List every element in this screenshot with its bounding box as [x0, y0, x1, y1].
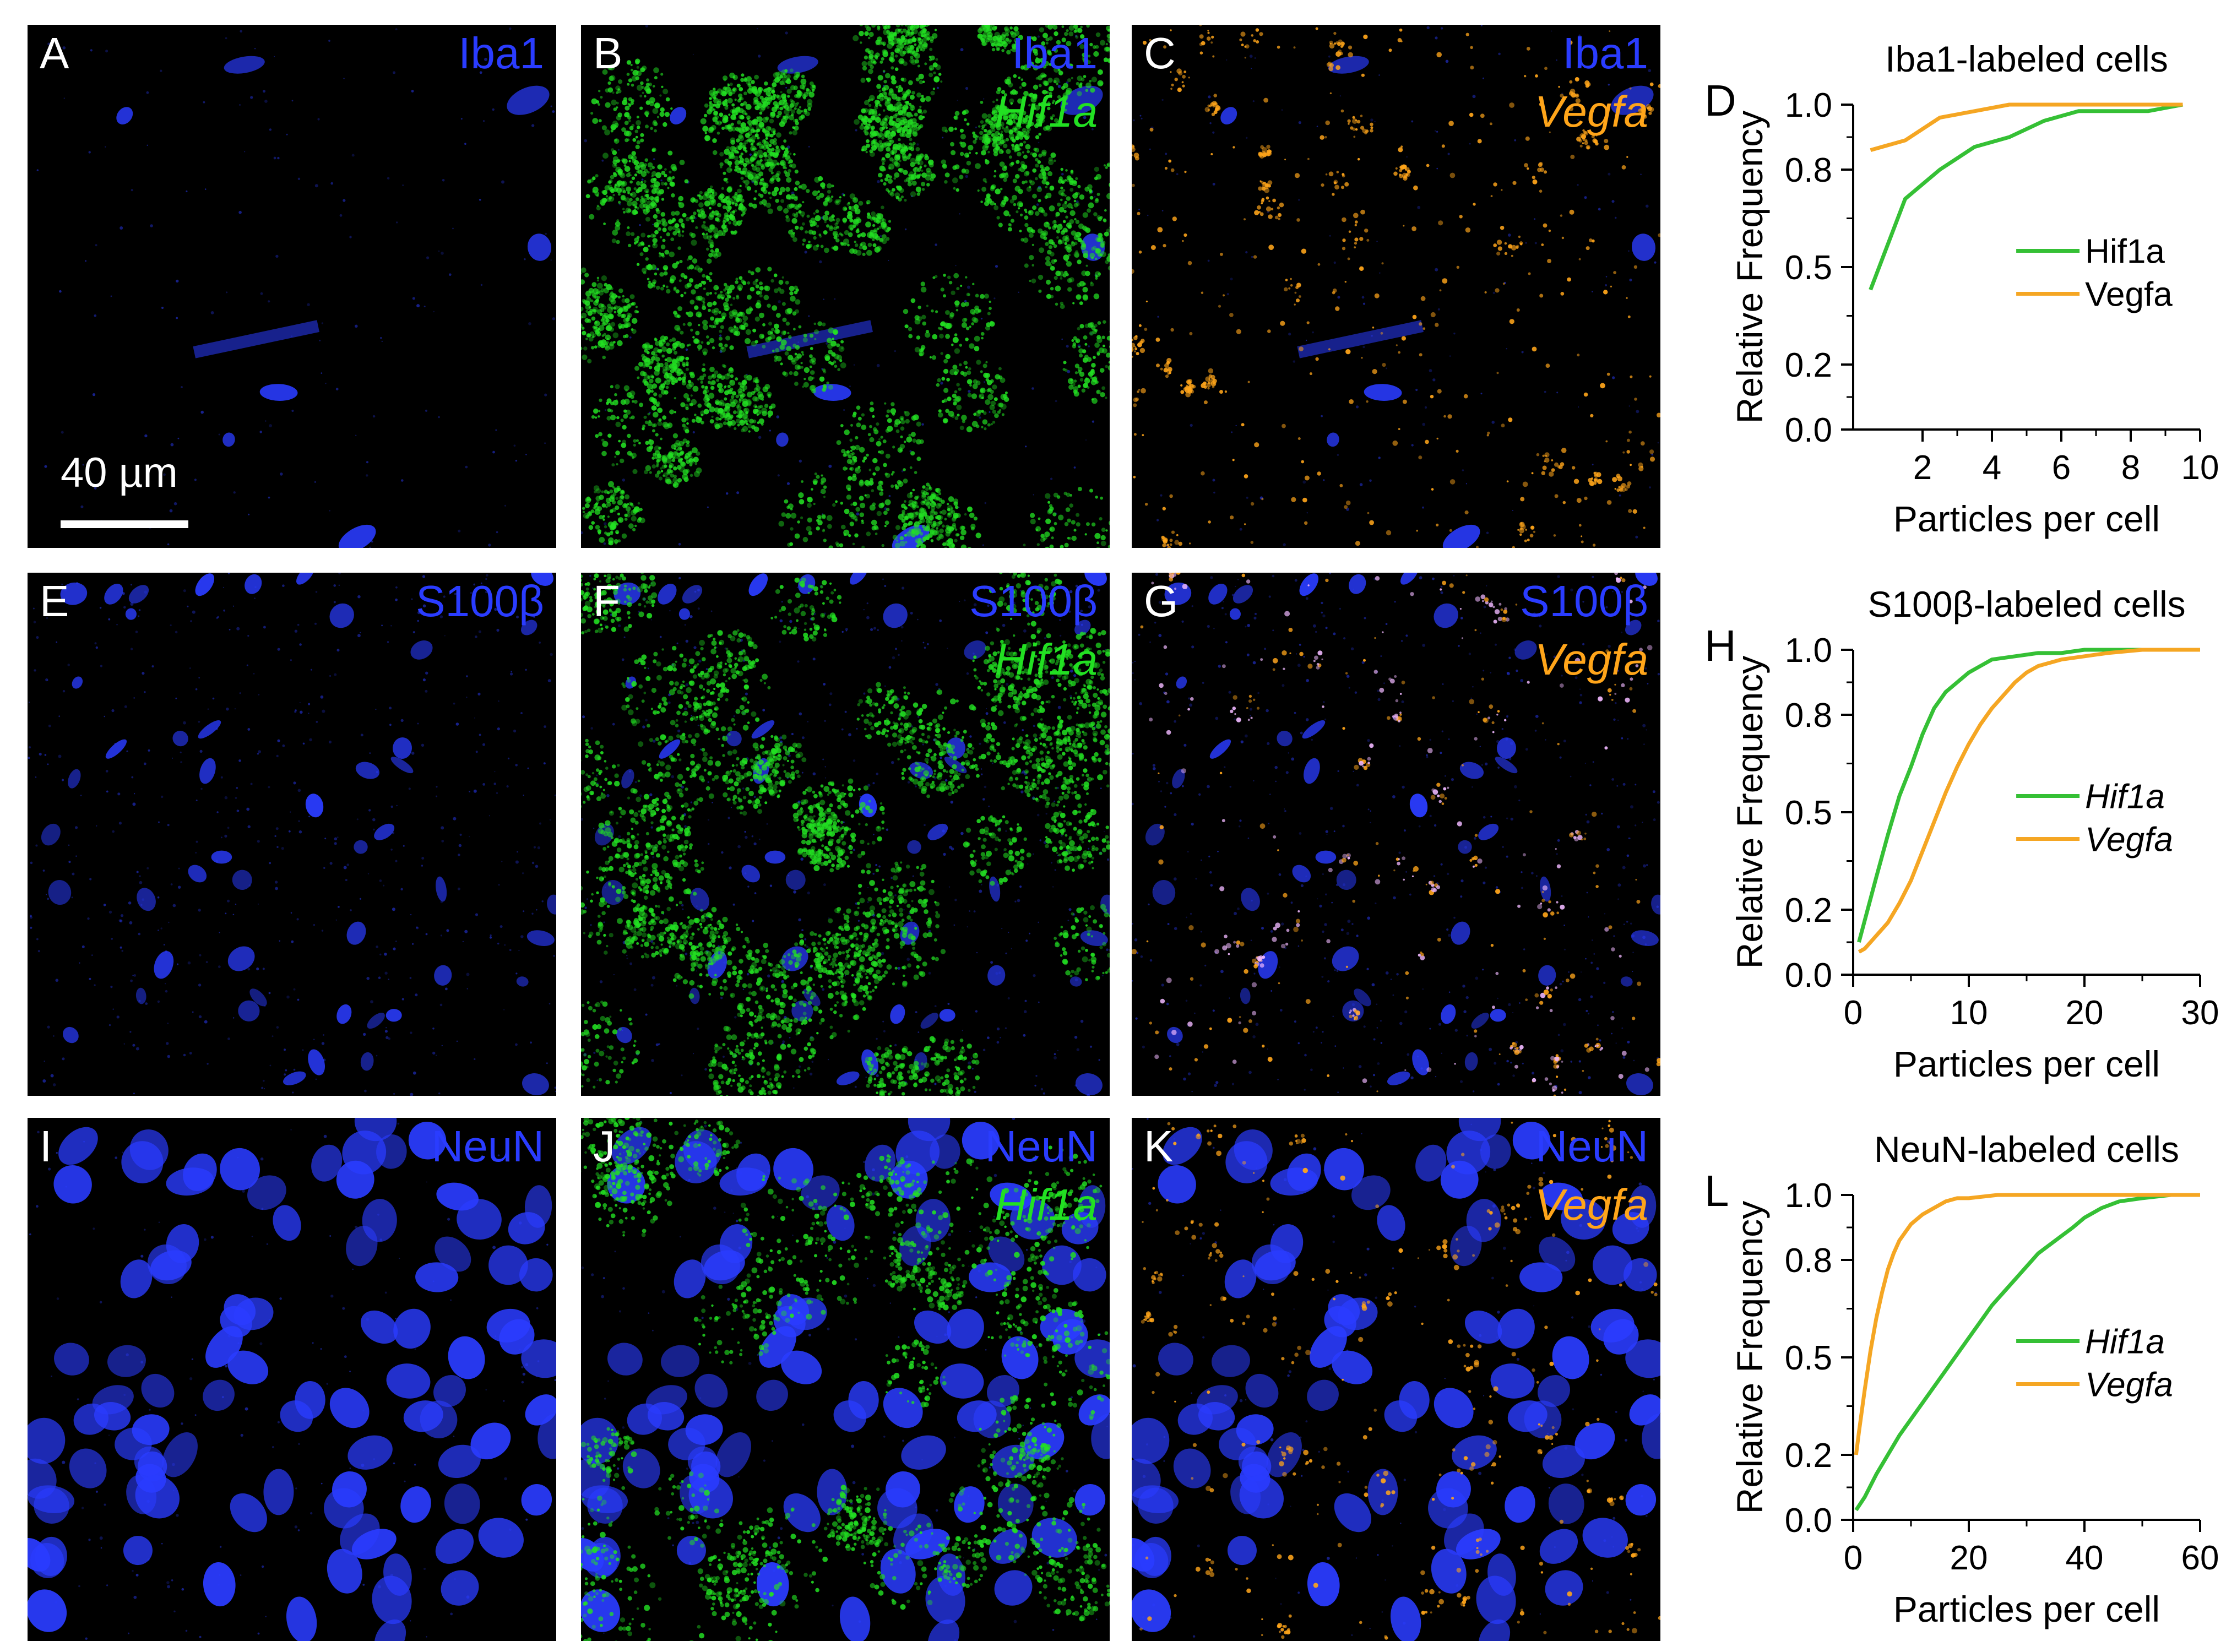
- y-tick-label: 0.5: [1785, 1339, 1832, 1377]
- panel-letter: E: [40, 576, 69, 627]
- transcript-label: Hif1a: [995, 86, 1098, 137]
- panel-letter: B: [593, 28, 622, 79]
- y-tick-label: 0.0: [1785, 1502, 1832, 1540]
- panel-letter: F: [593, 576, 620, 627]
- panel-j: J NeuN Hif1a: [581, 1118, 1110, 1641]
- x-tick-label: 30: [2181, 994, 2219, 1032]
- panel-g: G S100β Vegfa: [1132, 573, 1660, 1096]
- panel-c: C Iba1 Vegfa: [1132, 25, 1660, 548]
- x-tick-label: 60: [2181, 1539, 2219, 1577]
- x-axis-label: Particles per cell: [1893, 1044, 2160, 1084]
- panel-b: B Iba1 Hif1a: [581, 25, 1110, 548]
- panel-i: I NeuN: [28, 1118, 556, 1641]
- chart-title: Iba1-labeled cells: [1885, 39, 2168, 79]
- y-tick-label: 1.0: [1785, 86, 1832, 124]
- x-tick-label: 4: [1983, 449, 2001, 487]
- legend-label: Vegfa: [2085, 276, 2173, 314]
- panel-e: E S100β: [28, 573, 556, 1096]
- panel-letter: C: [1144, 28, 1176, 79]
- y-tick-label: 1.0: [1785, 1177, 1832, 1215]
- scale-bar-label: 40 µm: [61, 449, 178, 497]
- x-tick-label: 20: [1950, 1539, 1988, 1577]
- marker-label: Iba1: [1562, 28, 1648, 79]
- marker-label: Iba1: [1012, 28, 1098, 79]
- panel-f: F S100β Hif1a: [581, 573, 1110, 1096]
- marker-label: NeuN: [985, 1121, 1098, 1172]
- micrograph-s100b-icon: [28, 573, 556, 1096]
- y-tick-label: 0.2: [1785, 892, 1832, 930]
- marker-label: Iba1: [458, 28, 544, 79]
- x-tick-label: 6: [2052, 449, 2071, 487]
- y-tick-label: 0.5: [1785, 249, 1832, 287]
- marker-label: S100β: [969, 576, 1098, 627]
- marker-label: NeuN: [1535, 1121, 1648, 1172]
- micrograph-neun-icon: [28, 1118, 556, 1641]
- x-axis-label: Particles per cell: [1893, 498, 2160, 539]
- y-axis-label: Relative Frequency: [1729, 656, 1770, 969]
- y-axis-label: Relative Frequency: [1729, 1201, 1770, 1514]
- panel-letter: K: [1144, 1121, 1173, 1172]
- transcript-label: Vegfa: [1535, 634, 1648, 685]
- panel-letter: J: [593, 1121, 615, 1172]
- x-tick-label: 20: [2066, 994, 2104, 1032]
- x-axis-label: Particles per cell: [1893, 1589, 2160, 1629]
- transcript-label: Vegfa: [1535, 86, 1648, 137]
- y-tick-label: 0.8: [1785, 697, 1832, 735]
- y-tick-label: 0.0: [1785, 411, 1832, 449]
- panel-letter: L: [1704, 1166, 1729, 1215]
- transcript-label: Hif1a: [995, 634, 1098, 685]
- x-tick-label: 8: [2121, 449, 2140, 487]
- y-tick-label: 1.0: [1785, 632, 1832, 670]
- marker-label: NeuN: [431, 1121, 544, 1172]
- panel-a: A Iba1 40 µm: [28, 25, 556, 548]
- y-tick-label: 0.0: [1785, 957, 1832, 995]
- x-tick-label: 40: [2066, 1539, 2104, 1577]
- legend-label: Hif1a: [2085, 778, 2165, 816]
- panel-letter: A: [40, 28, 69, 79]
- panel-k: K NeuN Vegfa: [1132, 1118, 1660, 1641]
- marker-label: S100β: [416, 576, 544, 627]
- x-tick-label: 10: [1950, 994, 1988, 1032]
- x-tick-label: 0: [1844, 1539, 1863, 1577]
- x-tick-label: 10: [2181, 449, 2219, 487]
- y-tick-label: 0.8: [1785, 1242, 1832, 1280]
- chart-title: NeuN-labeled cells: [1874, 1129, 2179, 1170]
- panel-letter: G: [1144, 576, 1178, 627]
- y-tick-label: 0.2: [1785, 1437, 1832, 1475]
- transcript-label: Hif1a: [995, 1180, 1098, 1230]
- y-axis-label: Relative Frequency: [1729, 111, 1770, 424]
- chart-l: L NeuN-labeled cells 0.0 0.2 0.5 0.8 1.0 0 20 40 6…: [1677, 1112, 2233, 1652]
- scale-bar: [61, 520, 188, 528]
- transcript-label: Vegfa: [1535, 1180, 1648, 1230]
- y-tick-label: 0.8: [1785, 151, 1832, 189]
- legend-label: Hif1a: [2085, 233, 2165, 271]
- y-tick-label: 0.2: [1785, 346, 1832, 384]
- chart-title: S100β-labeled cells: [1867, 584, 2185, 624]
- legend-label: Hif1a: [2085, 1323, 2165, 1361]
- y-tick-label: 0.5: [1785, 794, 1832, 832]
- panel-letter: I: [40, 1121, 52, 1172]
- x-tick-label: 2: [1913, 449, 1932, 487]
- x-tick-label: 0: [1844, 994, 1863, 1032]
- legend-label: Vegfa: [2085, 1366, 2173, 1404]
- legend-label: Vegfa: [2085, 821, 2173, 859]
- marker-label: S100β: [1520, 576, 1648, 627]
